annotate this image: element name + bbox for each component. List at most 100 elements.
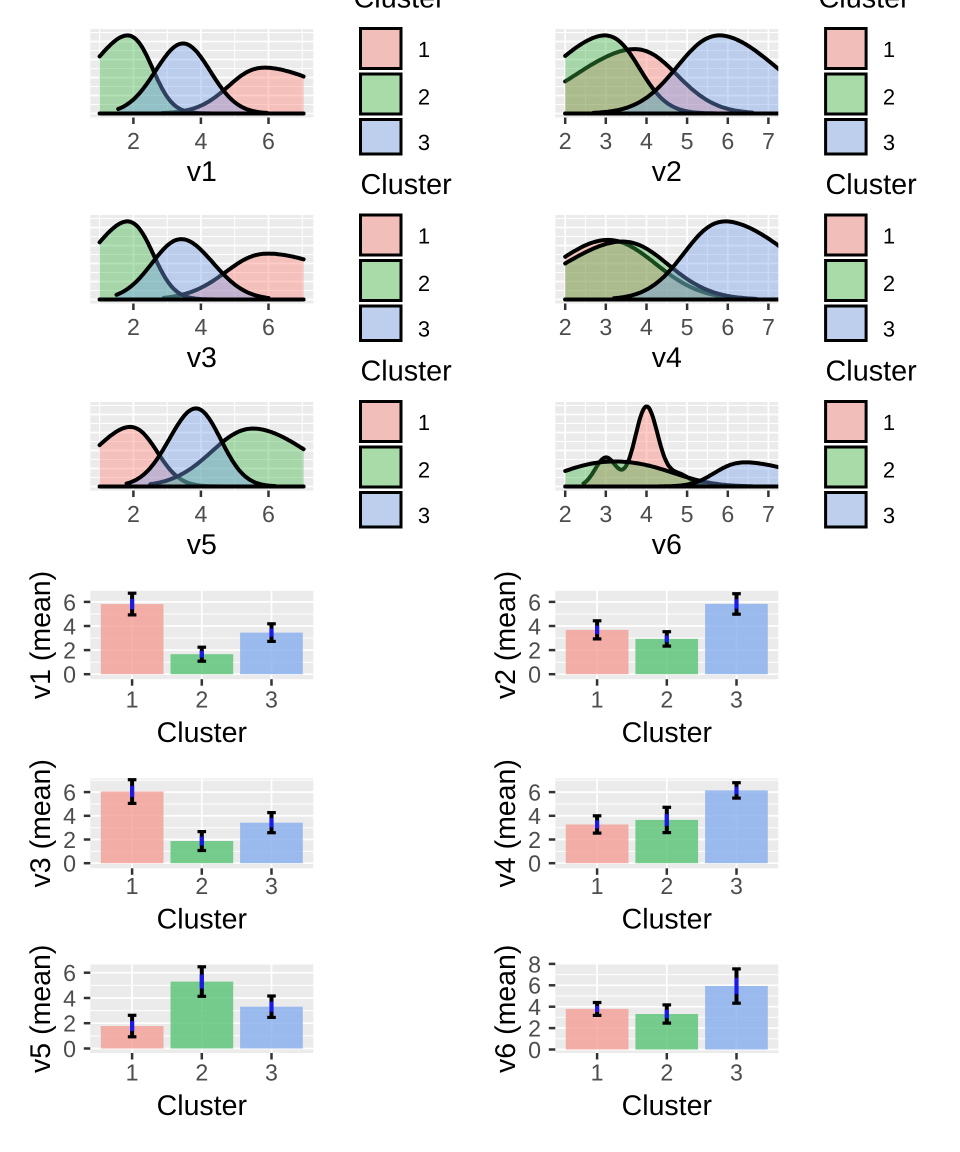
svg-text:v5: v5: [187, 529, 217, 561]
svg-text:Cluster: Cluster: [157, 1090, 248, 1122]
svg-text:2: 2: [660, 687, 673, 713]
svg-text:Cluster: Cluster: [622, 717, 713, 749]
svg-text:v1: v1: [187, 156, 217, 188]
svg-text:4: 4: [640, 314, 653, 340]
svg-text:3: 3: [883, 130, 895, 155]
svg-text:2: 2: [528, 827, 541, 853]
svg-text:3: 3: [730, 873, 743, 899]
svg-text:2: 2: [528, 1015, 541, 1041]
svg-text:3: 3: [418, 130, 430, 155]
svg-text:1: 1: [126, 687, 139, 713]
svg-text:6: 6: [63, 960, 76, 986]
svg-text:4: 4: [194, 501, 207, 527]
svg-text:0: 0: [528, 662, 541, 688]
svg-text:2: 2: [127, 128, 140, 154]
svg-text:2: 2: [528, 637, 541, 663]
svg-text:2: 2: [195, 873, 208, 899]
svg-text:2: 2: [195, 1059, 208, 1085]
svg-text:1: 1: [418, 223, 430, 248]
svg-text:6: 6: [63, 589, 76, 615]
svg-text:Cluster: Cluster: [354, 0, 446, 15]
svg-text:2: 2: [418, 84, 430, 109]
svg-text:3: 3: [265, 1059, 278, 1085]
svg-text:2: 2: [883, 271, 895, 296]
svg-text:3: 3: [883, 316, 895, 341]
svg-text:3: 3: [265, 873, 278, 899]
svg-text:0: 0: [63, 662, 76, 688]
svg-text:1: 1: [126, 1059, 139, 1085]
svg-text:6: 6: [262, 128, 275, 154]
svg-text:6: 6: [721, 314, 734, 340]
svg-text:1: 1: [418, 37, 430, 62]
svg-text:Cluster: Cluster: [819, 0, 911, 15]
svg-text:2: 2: [63, 827, 76, 853]
svg-text:3: 3: [265, 687, 278, 713]
svg-text:2: 2: [418, 271, 430, 296]
svg-text:Cluster: Cluster: [361, 169, 453, 201]
svg-text:5: 5: [681, 501, 694, 527]
svg-text:v6: v6: [652, 529, 682, 561]
svg-text:4: 4: [640, 128, 653, 154]
svg-text:4: 4: [63, 803, 76, 829]
svg-text:3: 3: [599, 501, 612, 527]
svg-text:v5 (mean): v5 (mean): [25, 945, 57, 1073]
svg-text:1: 1: [883, 410, 895, 435]
svg-text:1: 1: [591, 873, 604, 899]
svg-text:v2: v2: [652, 156, 682, 188]
svg-text:4: 4: [528, 613, 541, 639]
svg-text:0: 0: [528, 851, 541, 877]
svg-text:2: 2: [883, 84, 895, 109]
svg-text:1: 1: [883, 37, 895, 62]
svg-text:3: 3: [883, 503, 895, 528]
svg-text:6: 6: [528, 973, 541, 999]
svg-text:5: 5: [681, 128, 694, 154]
svg-text:4: 4: [63, 613, 76, 639]
svg-text:5: 5: [681, 314, 694, 340]
svg-text:6: 6: [262, 314, 275, 340]
svg-text:4: 4: [640, 501, 653, 527]
svg-text:3: 3: [418, 316, 430, 341]
svg-text:7: 7: [762, 128, 775, 154]
svg-text:2: 2: [559, 501, 572, 527]
svg-text:v1 (mean): v1 (mean): [25, 571, 57, 699]
svg-text:3: 3: [418, 503, 430, 528]
svg-text:v3 (mean): v3 (mean): [25, 759, 57, 887]
svg-text:Cluster: Cluster: [826, 169, 918, 201]
svg-text:4: 4: [63, 985, 76, 1011]
svg-text:v2 (mean): v2 (mean): [490, 571, 522, 699]
svg-text:6: 6: [528, 779, 541, 805]
svg-text:1: 1: [126, 873, 139, 899]
svg-text:v4 (mean): v4 (mean): [490, 759, 522, 887]
svg-text:2: 2: [660, 873, 673, 899]
svg-text:2: 2: [63, 1011, 76, 1037]
svg-text:Cluster: Cluster: [622, 904, 713, 936]
svg-text:2: 2: [559, 314, 572, 340]
svg-text:6: 6: [721, 501, 734, 527]
svg-text:1: 1: [591, 687, 604, 713]
svg-text:3: 3: [599, 128, 612, 154]
svg-text:Cluster: Cluster: [157, 904, 248, 936]
svg-text:1: 1: [883, 223, 895, 248]
svg-text:2: 2: [883, 457, 895, 482]
svg-text:2: 2: [195, 687, 208, 713]
svg-text:3: 3: [599, 314, 612, 340]
svg-text:0: 0: [63, 851, 76, 877]
svg-text:8: 8: [528, 951, 541, 977]
svg-text:4: 4: [528, 994, 541, 1020]
svg-text:Cluster: Cluster: [826, 356, 918, 388]
svg-text:2: 2: [127, 501, 140, 527]
svg-text:0: 0: [528, 1037, 541, 1063]
svg-text:v4: v4: [652, 342, 682, 374]
svg-text:0: 0: [63, 1036, 76, 1062]
svg-text:6: 6: [528, 589, 541, 615]
svg-text:2: 2: [660, 1059, 673, 1085]
svg-text:Cluster: Cluster: [361, 356, 453, 388]
svg-text:Cluster: Cluster: [157, 717, 248, 749]
svg-text:v6 (mean): v6 (mean): [490, 945, 522, 1073]
svg-text:4: 4: [194, 128, 207, 154]
svg-text:4: 4: [194, 314, 207, 340]
svg-text:6: 6: [721, 128, 734, 154]
svg-text:3: 3: [730, 1059, 743, 1085]
svg-text:v3: v3: [187, 342, 217, 374]
svg-text:1: 1: [418, 410, 430, 435]
